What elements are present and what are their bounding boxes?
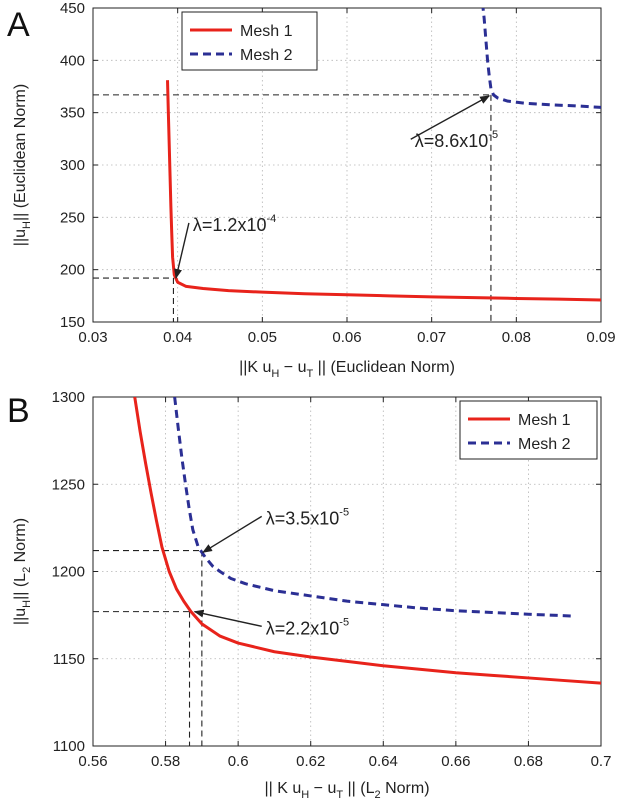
x-tick-label: 0.09	[586, 329, 615, 346]
lambda-value: λ=1.2x10	[193, 215, 267, 235]
y-tick-label: 250	[60, 209, 85, 226]
x-axis-label-part: || K u	[264, 780, 301, 797]
y-axis-label-part: ||u	[12, 608, 29, 625]
y-tick-label: 300	[60, 157, 85, 174]
series-line-mesh-1	[133, 397, 601, 685]
lambda-value: λ=8.6x10	[415, 131, 489, 151]
annotation-arrow	[202, 515, 263, 553]
legend: Mesh 1 Mesh 2	[181, 11, 318, 71]
y-tick-label: 400	[60, 52, 85, 69]
lambda-value: λ=2.2x10	[266, 618, 340, 638]
x-tick-label: 0.07	[417, 329, 446, 346]
y-axis-label-subscript: H	[21, 221, 33, 229]
lambda-exponent: -5	[488, 129, 498, 141]
lambda-value: λ=3.5x10	[266, 508, 340, 528]
legend-box	[459, 400, 598, 460]
x-axis-label-part: − u	[279, 359, 306, 376]
legend-label: Mesh 2	[240, 47, 293, 64]
x-axis-label-subscript: T	[307, 368, 314, 380]
legend-label: Mesh 2	[518, 436, 571, 453]
legend: Mesh 1 Mesh 2	[459, 400, 598, 460]
x-axis-label-part: || (L	[343, 780, 375, 797]
x-tick-label: 0.7	[591, 753, 612, 770]
panel-letter: B	[7, 392, 30, 430]
y-axis-label-part: || (Euclidean Norm)	[12, 84, 29, 221]
legend-label: Mesh 1	[240, 23, 293, 40]
x-tick-label: 0.62	[296, 753, 325, 770]
x-axis-label-part: || (Euclidean Norm)	[313, 359, 455, 376]
svg-text:||K uH − uT || (Euclidean Norm: ||K uH − uT || (Euclidean Norm)	[239, 359, 455, 380]
annotation-arrow	[193, 609, 262, 628]
x-axis-label-subscript: T	[336, 789, 343, 801]
x-tick-label: 0.08	[502, 329, 531, 346]
y-axis-label-subscript: 2	[21, 567, 33, 573]
panel-letter: A	[7, 6, 30, 44]
y-tick-label: 1250	[52, 476, 85, 493]
series-line-mesh-1	[166, 80, 601, 302]
y-tick-label: 350	[60, 105, 85, 122]
x-tick-label: 0.03	[78, 329, 107, 346]
svg-text:||uH|| (Euclidean Norm): ||uH|| (Euclidean Norm)	[12, 84, 33, 246]
x-axis-label-subscript: 2	[375, 789, 381, 801]
lambda-annotation: λ=3.5x10-5	[266, 506, 349, 528]
svg-text:||uH|| (L2 Norm): ||uH|| (L2 Norm)	[12, 518, 33, 625]
x-tick-label: 0.05	[248, 329, 277, 346]
y-tick-label: 200	[60, 262, 85, 279]
y-axis-label-part: || (L	[12, 573, 29, 600]
y-tick-label: 1300	[52, 389, 85, 406]
panel-B: B 0.56 0.58 0.6 0.62 0.64 0.66 0.68 0.7 1100 1150 1…	[7, 389, 611, 801]
x-axis-label-subscript: H	[271, 368, 279, 380]
y-tick-label: 150	[60, 314, 85, 331]
x-tick-label: 0.68	[514, 753, 543, 770]
series-line-mesh-2	[481, 8, 601, 109]
lambda-exponent: -5	[339, 506, 349, 518]
annotation-arrow	[174, 222, 190, 280]
lambda-annotation: λ=1.2x10-4	[193, 213, 276, 235]
annotation-arrow	[410, 95, 491, 140]
lambda-exponent: -5	[339, 616, 349, 628]
x-tick-label: 0.56	[78, 753, 107, 770]
lambda-annotation: λ=2.2x10-5	[266, 616, 349, 638]
x-tick-label: 0.64	[369, 753, 398, 770]
lambda-exponent: -4	[266, 213, 276, 225]
y-axis-label-part: ||u	[12, 229, 29, 246]
x-tick-label: 0.6	[228, 753, 249, 770]
svg-text:|| K uH − uT || (L2 Norm): || K uH − uT || (L2 Norm)	[264, 780, 429, 801]
y-tick-label: 1150	[53, 651, 85, 668]
legend-box	[181, 11, 318, 71]
y-axis-label-part: Norm)	[12, 518, 29, 567]
y-tick-label: 1200	[52, 564, 85, 581]
x-tick-label: 0.04	[163, 329, 192, 346]
x-axis-label-part: ||K u	[239, 359, 271, 376]
x-axis-label-part: Norm)	[381, 780, 430, 797]
x-tick-label: 0.58	[151, 753, 180, 770]
panel-A: A 0.03 0.04 0.05 0.06 0.07 0.08 0.09 150 200 250 30…	[7, 0, 616, 380]
x-axis-label-subscript: H	[301, 789, 309, 801]
lambda-annotation: λ=8.6x10-5	[415, 129, 498, 151]
x-tick-label: 0.06	[332, 329, 361, 346]
y-axis-label-subscript: H	[21, 600, 33, 608]
y-tick-label: 1100	[53, 738, 85, 755]
series-line-mesh-2	[173, 397, 573, 618]
x-axis-label-part: − u	[309, 780, 336, 797]
y-tick-label: 450	[60, 0, 85, 17]
x-tick-label: 0.66	[441, 753, 470, 770]
legend-label: Mesh 1	[518, 412, 571, 429]
